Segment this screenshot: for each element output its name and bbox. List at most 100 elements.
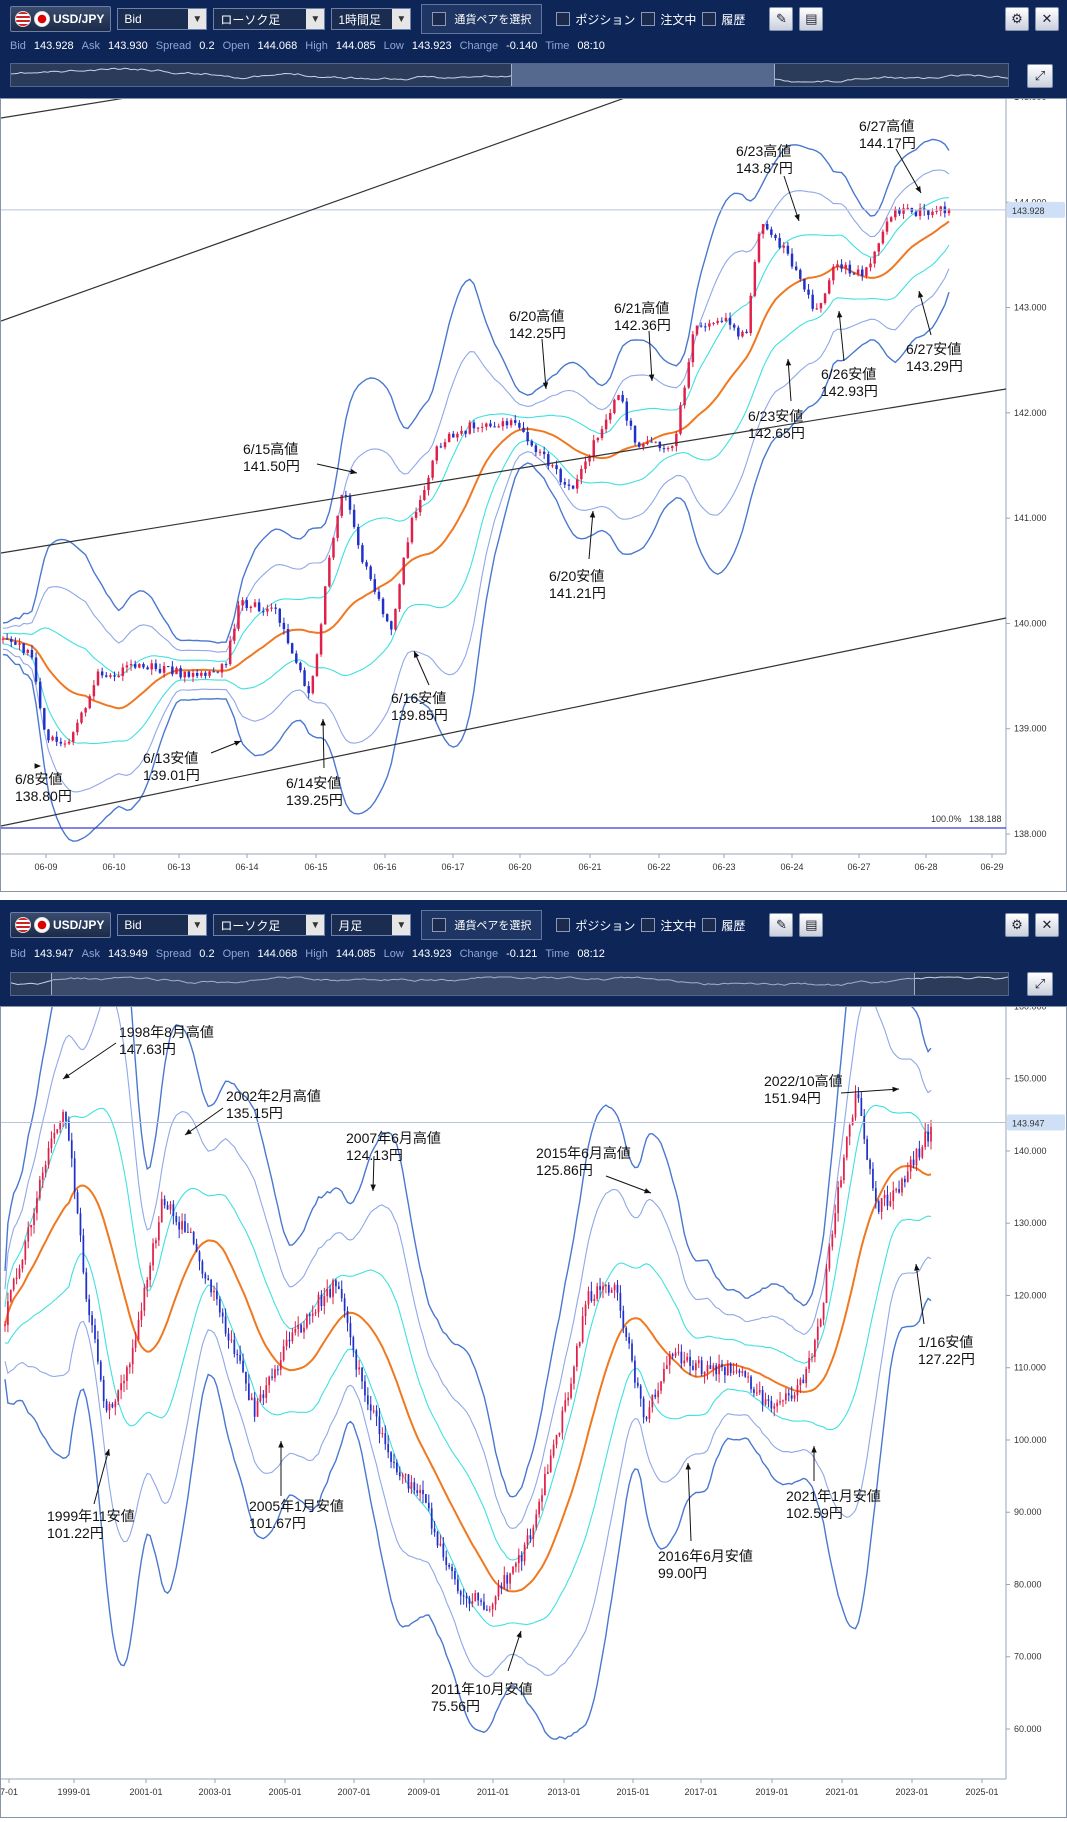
candle-body	[834, 1213, 837, 1235]
gear-icon[interactable]: ⚙	[1005, 7, 1029, 31]
pair-select-toggle[interactable]: 通貨ペアを選択	[421, 910, 543, 940]
time-tick-label: 2013-01	[547, 1787, 580, 1797]
candle-body	[674, 1352, 677, 1356]
currency-pair-button[interactable]: USD/JPY	[10, 912, 112, 938]
chart-type-select[interactable]: ローソク足 ▼	[213, 8, 326, 30]
candle-body	[761, 1390, 764, 1405]
pair-select-toggle[interactable]: 通貨ペアを選択	[421, 4, 543, 34]
hourly-chart-area[interactable]: 145.000144.000143.000142.000141.000140.0…	[0, 84, 1067, 892]
candle-body	[703, 1371, 706, 1375]
candle-body	[581, 1316, 584, 1342]
expand-icon[interactable]: ⤢	[1027, 972, 1053, 996]
hourly-candlestick-chart[interactable]: 145.000144.000143.000142.000141.000140.0…	[0, 84, 1066, 891]
history-label: 履歴	[721, 12, 746, 27]
chart-type-select[interactable]: ローソク足 ▼	[213, 914, 326, 936]
candle-body	[365, 562, 368, 567]
position-checkbox[interactable]	[556, 12, 571, 26]
candle-body	[462, 1595, 465, 1597]
time-tick-label: 2019-01	[755, 1787, 788, 1797]
candle-body	[352, 509, 356, 527]
candle-body	[491, 1604, 494, 1610]
monthly-chart-area[interactable]: 160.000 150.000 140.000 130.000 120.000 110.0…	[0, 866, 1067, 1818]
navigator-window[interactable]	[51, 973, 915, 995]
bollinger-upper-3sigma	[4, 866, 932, 1498]
layout-icon[interactable]: ▤	[799, 7, 824, 31]
close-icon[interactable]: ✕	[1035, 7, 1059, 31]
candle-body	[179, 667, 182, 678]
candle-body	[84, 708, 87, 713]
history-toggle[interactable]: 履歴	[702, 917, 745, 934]
candle-body	[552, 1444, 555, 1456]
orders-checkbox[interactable]	[641, 918, 656, 932]
layout-icon[interactable]: ▤	[799, 913, 824, 937]
candle-body	[59, 741, 63, 744]
candle-body	[427, 1502, 430, 1509]
candle-body	[628, 1337, 630, 1344]
pair-select-checkbox[interactable]	[432, 918, 447, 932]
candle-body	[155, 1240, 157, 1244]
candle-body	[706, 1365, 709, 1372]
candle-body	[732, 324, 736, 328]
gear-icon[interactable]: ⚙	[1005, 913, 1029, 937]
candle-body	[192, 1231, 195, 1244]
history-toggle[interactable]: 履歴	[702, 11, 745, 28]
time-navigator[interactable]	[10, 63, 1009, 87]
current-price-tag	[1007, 201, 1065, 218]
history-checkbox[interactable]	[702, 918, 717, 932]
candle-body	[529, 1535, 532, 1539]
position-toggle[interactable]: ポジション	[556, 11, 635, 28]
price-tick-label: 150.000	[1014, 1074, 1047, 1084]
toolbar: USD/JPY Bid ▼ ローソク足 ▼ 1時間足 ▼ 通貨ペアを選択 ポジション …	[0, 0, 1067, 38]
timeframe-select[interactable]: 月足 ▼	[331, 914, 412, 936]
candle-body	[744, 1371, 747, 1377]
candle-body	[181, 1221, 183, 1230]
currency-pair-button[interactable]: USD/JPY	[10, 6, 112, 32]
candle-body	[930, 1126, 932, 1142]
time-tick-label: 06-27	[847, 862, 870, 872]
draw-tool-icon[interactable]: ✎	[769, 7, 794, 31]
candle-body	[869, 263, 872, 268]
monthly-candlestick-chart[interactable]: 160.000 150.000 140.000 130.000 120.000 110.0…	[0, 866, 1066, 1817]
candle-body	[276, 1369, 279, 1371]
time-navigator[interactable]	[10, 972, 1009, 996]
candle-body	[803, 278, 806, 290]
price-type-select[interactable]: Bid ▼	[117, 914, 208, 936]
candle-body	[385, 614, 389, 622]
candle-body	[692, 1365, 694, 1370]
navigator-window[interactable]	[511, 64, 775, 86]
position-toggle[interactable]: ポジション	[556, 917, 635, 934]
moving-average-line	[4, 1164, 932, 1593]
candle-body	[514, 420, 517, 423]
candle-body	[308, 1314, 311, 1316]
candle-body	[845, 1136, 848, 1158]
annotation-title: 1/16安値	[918, 1334, 973, 1350]
annotation-arrow	[62, 1042, 117, 1080]
close-icon[interactable]: ✕	[1035, 913, 1059, 937]
arrow-head-icon	[350, 468, 357, 475]
orders-checkbox[interactable]	[641, 12, 656, 26]
candle-body	[162, 666, 166, 673]
candle-body	[189, 1231, 192, 1233]
annotation-price: 139.85円	[391, 707, 448, 723]
draw-tool-icon[interactable]: ✎	[769, 913, 794, 937]
price-type-value: Bid	[124, 918, 142, 932]
price-type-select[interactable]: Bid ▼	[117, 8, 208, 30]
candle-body	[485, 423, 488, 427]
orders-toggle[interactable]: 注文中	[641, 11, 696, 28]
candle-body	[404, 1474, 407, 1476]
candle-body	[564, 1400, 567, 1411]
annotation-arrow	[895, 148, 922, 194]
expand-icon[interactable]: ⤢	[1027, 64, 1053, 88]
timeframe-select[interactable]: 1時間足 ▼	[331, 8, 412, 30]
info-value-time: 08:10	[577, 40, 605, 52]
candle-body	[898, 1189, 900, 1193]
pair-select-checkbox[interactable]	[432, 12, 447, 26]
candle-body	[918, 208, 922, 217]
bollinger-upper-1sigma	[4, 1104, 932, 1561]
history-checkbox[interactable]	[702, 12, 717, 26]
orders-toggle[interactable]: 注文中	[641, 917, 696, 934]
position-checkbox[interactable]	[556, 918, 571, 932]
